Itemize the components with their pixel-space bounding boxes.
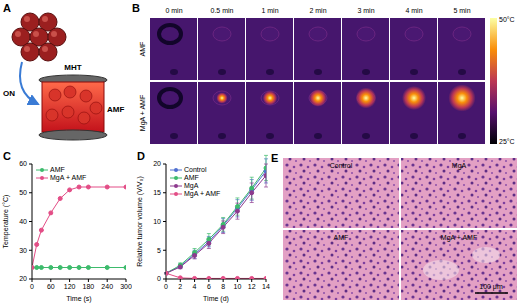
svg-text:AMF: AMF	[334, 234, 349, 241]
svg-text:ON: ON	[3, 89, 15, 98]
html-text:MgA + AMF: MgA + AMF	[184, 190, 221, 197]
svg-text:0: 0	[164, 283, 168, 290]
svg-text:MgA + AMF: MgA + AMF	[441, 234, 477, 242]
svg-text:60: 60	[19, 160, 27, 167]
svg-text:15: 15	[153, 189, 161, 196]
svg-text:1 min: 1 min	[261, 7, 278, 14]
svg-text:120: 120	[64, 283, 76, 290]
svg-text:AMF: AMF	[139, 42, 146, 57]
html-text:MgA: MgA	[184, 182, 199, 189]
svg-text:100 μm: 100 μm	[479, 283, 503, 291]
svg-text:Time (d): Time (d)	[203, 295, 229, 303]
svg-text:5 min: 5 min	[453, 7, 470, 14]
svg-text:20: 20	[19, 275, 27, 282]
svg-text:2 min: 2 min	[309, 7, 326, 14]
svg-text:Control: Control	[330, 162, 353, 169]
html-text:Control: Control	[184, 166, 207, 173]
svg-text:40: 40	[19, 218, 27, 225]
svg-text:Relative tumor volume (V/V₀): Relative tumor volume (V/V₀)	[136, 176, 144, 266]
html-text:AMF: AMF	[50, 166, 65, 173]
svg-text:0: 0	[30, 283, 34, 290]
svg-text:180: 180	[83, 283, 95, 290]
svg-text:0: 0	[157, 275, 161, 282]
svg-text:5: 5	[157, 247, 161, 254]
html-text:C: C	[3, 150, 11, 162]
html-text:MgA + AMF: MgA + AMF	[50, 174, 87, 181]
svg-text:50°C: 50°C	[499, 16, 515, 23]
svg-text:20: 20	[153, 160, 161, 167]
svg-text:14: 14	[262, 283, 270, 290]
svg-text:60: 60	[47, 283, 55, 290]
svg-text:0.5 min: 0.5 min	[211, 7, 234, 14]
svg-text:4 min: 4 min	[405, 7, 422, 14]
svg-text:MHT: MHT	[64, 63, 81, 72]
svg-text:10: 10	[153, 218, 161, 225]
svg-text:50: 50	[19, 189, 27, 196]
svg-text:10: 10	[234, 283, 242, 290]
svg-text:240: 240	[101, 283, 113, 290]
svg-text:4: 4	[193, 283, 197, 290]
svg-text:25°C: 25°C	[499, 138, 515, 145]
svg-text:12: 12	[248, 283, 256, 290]
svg-text:0 min: 0 min	[165, 7, 182, 14]
svg-text:30: 30	[19, 247, 27, 254]
svg-text:MgA: MgA	[452, 162, 467, 170]
svg-text:8: 8	[221, 283, 225, 290]
svg-text:2: 2	[178, 283, 182, 290]
svg-text:B: B	[132, 2, 140, 14]
svg-text:6: 6	[207, 283, 211, 290]
svg-text:MgA + AMF: MgA + AMF	[139, 95, 147, 131]
svg-text:Temperature (°C): Temperature (°C)	[2, 195, 10, 249]
svg-text:E: E	[271, 152, 278, 164]
svg-text:300: 300	[120, 283, 132, 290]
svg-text:Time (s): Time (s)	[66, 295, 91, 303]
svg-text:AMF: AMF	[107, 105, 124, 114]
html-text:D: D	[137, 150, 145, 162]
html-text:AMF: AMF	[184, 174, 199, 181]
svg-text:3 min: 3 min	[357, 7, 374, 14]
svg-text:A: A	[3, 2, 11, 14]
